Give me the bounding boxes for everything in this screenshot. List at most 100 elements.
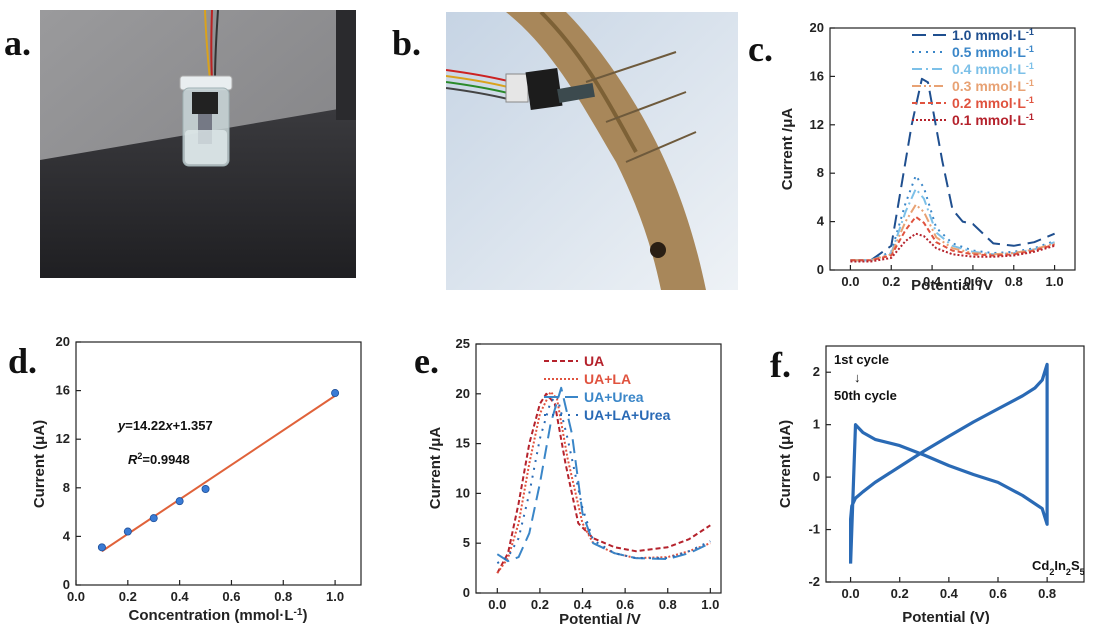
series-line bbox=[850, 232, 1055, 263]
x-tick-label: 0.0 bbox=[841, 274, 859, 289]
r-squared: R2=0.9948 bbox=[128, 451, 190, 467]
x-tick-label: 0.4 bbox=[171, 589, 190, 604]
arrow-down-icon: ↓ bbox=[854, 370, 861, 385]
panel-letter-b: b. bbox=[392, 23, 422, 63]
legend-entry: UA+Urea bbox=[584, 389, 644, 405]
x-tick-label: 0.6 bbox=[616, 597, 634, 612]
series-line bbox=[496, 392, 711, 574]
x-axis-label: Potential /V bbox=[559, 611, 641, 626]
legend-entry: UA+LA+Urea bbox=[584, 407, 671, 423]
y-tick-label: 8 bbox=[63, 480, 70, 495]
legend-entry: 0.3 mmol·L-1 bbox=[952, 78, 1034, 94]
legend-entry: 1.0 mmol·L-1 bbox=[952, 27, 1034, 43]
data-point bbox=[201, 485, 210, 494]
x-tick-label: 0.6 bbox=[964, 274, 982, 289]
x-tick-label: 0.0 bbox=[67, 589, 85, 604]
x-tick-label: 0.4 bbox=[923, 274, 942, 289]
legend: UA UA+LA UA+Urea UA+LA+Urea bbox=[544, 353, 671, 423]
y-tick-label: -1 bbox=[808, 522, 820, 537]
x-tick-label: 0.4 bbox=[940, 586, 959, 601]
plot-frame bbox=[75, 341, 362, 586]
photo-electrode-vial bbox=[40, 10, 356, 278]
legend: 1.0 mmol·L-10.5 mmol·L-10.4 mmol·L-10.3 … bbox=[912, 27, 1034, 128]
y-tick-label: -2 bbox=[808, 574, 820, 589]
fit-line bbox=[101, 394, 336, 553]
y-tick-label: 20 bbox=[810, 20, 824, 35]
series-line bbox=[850, 203, 1055, 262]
y-tick-label: 1 bbox=[813, 417, 820, 432]
y-tick-label: 8 bbox=[817, 165, 824, 180]
panel-letter-f: f. bbox=[770, 345, 791, 385]
data-point bbox=[149, 514, 158, 523]
x-tick-label: 0.0 bbox=[488, 597, 506, 612]
first-cycle-label: 1st cycle bbox=[834, 352, 889, 367]
panel-letter-d: d. bbox=[8, 341, 38, 381]
data-point bbox=[175, 497, 184, 506]
panel-letter-e: e. bbox=[414, 341, 439, 381]
x-tick-label: 0.2 bbox=[882, 274, 900, 289]
legend-entry: UA bbox=[584, 353, 604, 369]
y-tick-label: 20 bbox=[456, 386, 470, 401]
x-tick-label: 0.8 bbox=[274, 589, 292, 604]
y-tick-label: 12 bbox=[56, 431, 70, 446]
data-point bbox=[331, 389, 340, 398]
series-line bbox=[850, 187, 1055, 262]
y-tick-label: 12 bbox=[810, 117, 824, 132]
series-line bbox=[848, 362, 1049, 564]
fit-equation: y=14.22x+1.357 bbox=[117, 418, 213, 433]
y-tick-label: 0 bbox=[817, 262, 824, 277]
y-axis-label: Current /μA bbox=[427, 427, 444, 510]
chart-panel-e: 0.0 0.2 0.4 0.6 0.8 1.0 0 5 10 15 20 25 Potential … bbox=[427, 336, 722, 626]
x-tick-label: 1.0 bbox=[326, 589, 344, 604]
y-tick-label: 20 bbox=[56, 334, 70, 349]
legend-entry: 0.2 mmol·L-1 bbox=[952, 95, 1034, 111]
y-tick-label: 25 bbox=[456, 336, 470, 351]
y-tick-label: 0 bbox=[63, 577, 70, 592]
y-axis-label: Current (μA) bbox=[777, 420, 794, 508]
y-tick-label: 4 bbox=[817, 214, 825, 229]
y-axis-label: Current /μA bbox=[782, 108, 796, 191]
y-tick-label: 2 bbox=[813, 364, 820, 379]
x-axis-label: Potential /V bbox=[911, 277, 993, 292]
x-tick-label: 0.8 bbox=[659, 597, 677, 612]
data-point bbox=[123, 527, 132, 536]
chart-panel-c: 0.0 0.2 0.4 0.6 0.8 1.0 0 4 8 12 16 20 Potential /… bbox=[782, 20, 1076, 292]
y-tick-label: 4 bbox=[63, 528, 71, 543]
chart-panel-f: 0.0 0.2 0.4 0.6 0.8 -2 -1 0 1 2 Potential (V) Cu… bbox=[777, 345, 1085, 624]
x-tick-label: 1.0 bbox=[1046, 274, 1064, 289]
plot-frame bbox=[825, 345, 1085, 583]
x-tick-label: 0.8 bbox=[1038, 586, 1056, 601]
panel-letter-c: c. bbox=[748, 29, 773, 69]
y-tick-label: 5 bbox=[463, 535, 470, 550]
material-label: Cd2In2S5 bbox=[1032, 558, 1085, 577]
legend-entry: 0.5 mmol·L-1 bbox=[952, 44, 1034, 60]
legend-entry: 0.1 mmol·L-1 bbox=[952, 112, 1034, 128]
series-line bbox=[850, 215, 1055, 262]
data-point bbox=[97, 543, 106, 552]
series-line bbox=[496, 394, 711, 564]
x-tick-label: 0.2 bbox=[891, 586, 909, 601]
y-tick-label: 16 bbox=[56, 383, 70, 398]
y-tick-label: 10 bbox=[456, 485, 470, 500]
y-tick-label: 16 bbox=[810, 68, 824, 83]
chart-panel-d: 0.0 0.2 0.4 0.6 0.8 1.0 0 4 8 12 16 20 Concentrati… bbox=[31, 334, 362, 625]
x-axis-label: Concentration (mmol·L-1) bbox=[129, 607, 308, 625]
x-tick-label: 0.2 bbox=[119, 589, 137, 604]
photo-shrimp-sensor bbox=[446, 12, 738, 290]
x-tick-label: 0.2 bbox=[531, 597, 549, 612]
x-axis-label: Potential (V) bbox=[902, 609, 990, 624]
legend-entry: UA+LA bbox=[584, 371, 631, 387]
series-line bbox=[850, 77, 1055, 262]
x-tick-label: 0.4 bbox=[573, 597, 592, 612]
y-tick-label: 15 bbox=[456, 436, 470, 451]
x-tick-label: 1.0 bbox=[701, 597, 719, 612]
y-tick-label: 0 bbox=[463, 585, 470, 600]
x-tick-label: 0.8 bbox=[1005, 274, 1023, 289]
y-axis-label: Current (μA) bbox=[31, 420, 48, 508]
x-tick-label: 0.6 bbox=[989, 586, 1007, 601]
x-tick-label: 0.6 bbox=[222, 589, 240, 604]
plot-frame bbox=[829, 27, 1076, 271]
plot-frame bbox=[475, 343, 722, 594]
legend-entry: 0.4 mmol·L-1 bbox=[952, 61, 1034, 77]
y-tick-label: 0 bbox=[813, 469, 820, 484]
